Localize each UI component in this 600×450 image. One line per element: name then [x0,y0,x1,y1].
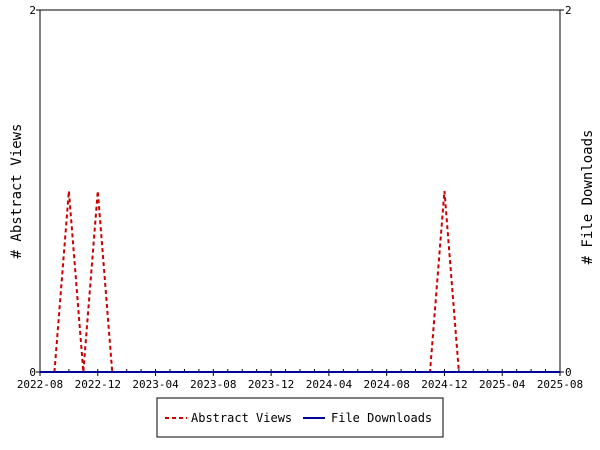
legend-box [156,397,444,438]
legend-label-file-downloads: File Downloads [331,411,432,425]
x-tick-label: 2022-12 [75,378,121,391]
x-tick-label: 2025-08 [537,378,583,391]
x-tick-label: 2024-12 [421,378,467,391]
x-axis: 2022-08 2022-12 2023-04 2023-08 2023-12 2024-… [17,372,583,391]
x-tick-label: 2024-04 [306,378,353,391]
series-layer [40,190,560,373]
y-axis-right-title: # File Downloads [580,130,596,265]
y-axis-left-title: # Abstract Views [9,124,25,259]
y-axis-left: 02 [29,4,40,379]
x-tick-label: 2024-08 [363,378,409,391]
y-left-tick-label: 0 [29,366,36,379]
y-left-tick-label: 2 [29,4,36,17]
y-right-tick-label: 0 [565,366,572,379]
x-tick-label: 2022-08 [17,378,63,391]
x-tick-label: 2025-04 [479,378,526,391]
x-tick-label: 2023-12 [248,378,294,391]
legend: Abstract Views File Downloads [156,397,444,438]
plot-area [39,9,561,373]
y-axis-right: 02 [560,4,572,379]
x-tick-label: 2023-08 [190,378,236,391]
x-tick-label: 2023-04 [132,378,179,391]
series-line-abstract-views [53,190,460,373]
legend-label-abstract-views: Abstract Views [191,411,292,425]
y-right-tick-label: 2 [565,4,572,17]
